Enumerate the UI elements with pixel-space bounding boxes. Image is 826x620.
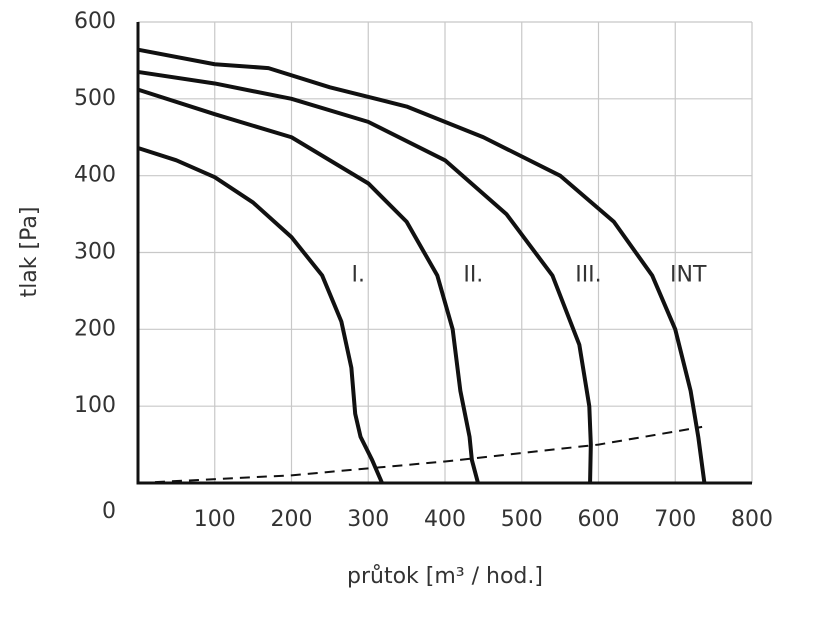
series-line xyxy=(137,87,480,484)
x-axis-label: průtok [m³ / hod.] xyxy=(347,564,543,589)
y-tick-label: 0 xyxy=(102,499,116,524)
y-tick-label: 200 xyxy=(74,316,116,341)
y-axis-label: tlak [Pa] xyxy=(17,207,42,298)
x-tick-label: 800 xyxy=(731,507,773,532)
series-label: INT xyxy=(670,263,707,288)
series-line xyxy=(137,47,707,484)
y-tick-label: 500 xyxy=(74,86,116,111)
series-line xyxy=(137,69,593,484)
x-tick-label: 700 xyxy=(654,507,696,532)
y-tick-label: 300 xyxy=(74,240,116,265)
series-label: III. xyxy=(575,263,601,288)
series-line xyxy=(137,146,384,484)
x-tick-label: 500 xyxy=(501,507,543,532)
series-line xyxy=(137,425,703,484)
x-tick-label: 100 xyxy=(194,507,236,532)
y-tick-label: 400 xyxy=(74,163,116,188)
x-tick-label: 600 xyxy=(578,507,620,532)
x-tick-label: 400 xyxy=(424,507,466,532)
x-tick-label: 300 xyxy=(347,507,389,532)
series-label: II. xyxy=(463,263,483,288)
y-tick-label: 600 xyxy=(74,9,116,34)
y-tick-label: 100 xyxy=(74,393,116,418)
x-tick-label: 200 xyxy=(271,507,313,532)
series-label: I. xyxy=(351,263,364,288)
